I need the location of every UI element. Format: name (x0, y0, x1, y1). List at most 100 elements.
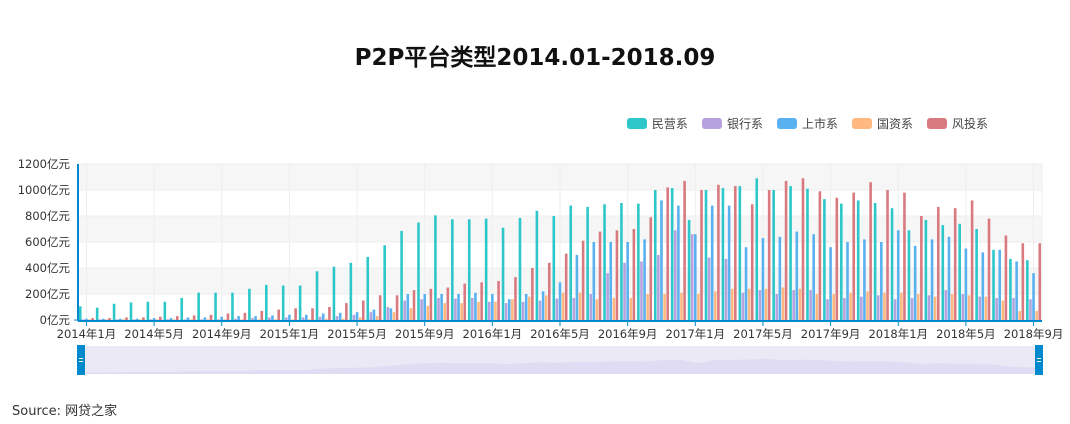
bar[interactable] (1035, 310, 1038, 320)
bar[interactable] (900, 292, 903, 320)
bar[interactable] (386, 307, 390, 320)
bar[interactable] (849, 292, 852, 320)
legend-item-private[interactable]: 民营系 (626, 115, 688, 132)
bar[interactable] (166, 319, 170, 320)
bar[interactable] (254, 316, 257, 320)
bar[interactable] (832, 294, 835, 320)
bar[interactable] (325, 318, 328, 320)
bar[interactable] (409, 308, 413, 320)
bar[interactable] (1032, 273, 1035, 320)
bar[interactable] (169, 318, 173, 320)
bar[interactable] (936, 206, 940, 320)
bar[interactable] (305, 314, 308, 320)
bar[interactable] (913, 245, 917, 320)
bar[interactable] (547, 262, 551, 320)
bar[interactable] (683, 180, 686, 320)
bar[interactable] (829, 247, 832, 320)
bar[interactable] (1012, 297, 1015, 320)
bar[interactable] (142, 317, 145, 320)
bar[interactable] (860, 296, 863, 320)
bar[interactable] (395, 295, 399, 320)
bar[interactable] (375, 316, 379, 320)
bar[interactable] (992, 249, 995, 320)
bar[interactable] (197, 292, 200, 320)
bar[interactable] (105, 319, 108, 320)
bar[interactable] (403, 300, 406, 321)
bar[interactable] (967, 295, 971, 320)
bar[interactable] (680, 292, 683, 320)
bar[interactable] (1026, 260, 1029, 320)
data-zoom-slider[interactable] (77, 345, 1043, 375)
bar[interactable] (206, 319, 210, 320)
bar[interactable] (603, 204, 606, 320)
bar[interactable] (690, 234, 694, 320)
bar[interactable] (890, 208, 894, 320)
bar[interactable] (146, 301, 150, 320)
bar[interactable] (155, 319, 159, 320)
bar[interactable] (108, 318, 111, 320)
bar[interactable] (285, 317, 288, 320)
bar[interactable] (741, 292, 745, 320)
bar[interactable] (189, 319, 193, 320)
bar[interactable] (82, 319, 85, 320)
bar[interactable] (183, 319, 187, 320)
bar[interactable] (724, 258, 728, 320)
bar[interactable] (581, 240, 585, 320)
bar[interactable] (443, 303, 447, 320)
bar[interactable] (880, 242, 883, 320)
bar[interactable] (507, 299, 511, 320)
bar[interactable] (125, 317, 128, 320)
bar[interactable] (663, 294, 666, 320)
bar[interactable] (727, 205, 731, 320)
bar[interactable] (518, 217, 522, 320)
bar[interactable] (778, 236, 782, 320)
bar[interactable] (132, 319, 136, 320)
bar[interactable] (349, 262, 353, 320)
bar[interactable] (944, 290, 948, 320)
bar[interactable] (203, 317, 207, 320)
bar[interactable] (332, 266, 336, 320)
bar[interactable] (288, 314, 291, 320)
bar[interactable] (896, 230, 900, 320)
bar[interactable] (281, 285, 285, 320)
bar[interactable] (626, 242, 629, 320)
bar[interactable] (389, 308, 393, 320)
bar[interactable] (775, 294, 779, 320)
bar[interactable] (730, 288, 734, 320)
bar[interactable] (192, 315, 196, 320)
bar[interactable] (840, 203, 843, 320)
bar[interactable] (958, 223, 961, 320)
bar[interactable] (572, 297, 576, 320)
bar[interactable] (598, 231, 602, 320)
bar[interactable] (744, 247, 748, 320)
bar[interactable] (200, 319, 204, 320)
bar[interactable] (102, 318, 105, 320)
bar[interactable] (629, 297, 633, 320)
bar[interactable] (248, 288, 251, 320)
bar[interactable] (524, 294, 528, 320)
bar[interactable] (558, 282, 562, 320)
bar[interactable] (714, 291, 717, 320)
bar[interactable] (88, 319, 91, 320)
bar[interactable] (987, 218, 991, 320)
bar[interactable] (220, 316, 224, 320)
bar[interactable] (700, 190, 703, 320)
bar[interactable] (609, 242, 613, 320)
bar[interactable] (758, 290, 762, 320)
bar[interactable] (260, 310, 264, 320)
bar[interactable] (893, 299, 897, 320)
bar[interactable] (511, 299, 514, 320)
bar[interactable] (657, 255, 660, 320)
bar[interactable] (677, 205, 680, 320)
bar[interactable] (806, 188, 809, 320)
handle-grip-icon[interactable] (77, 345, 85, 375)
bar[interactable] (812, 234, 815, 320)
bar[interactable] (209, 314, 213, 320)
bar[interactable] (118, 318, 122, 320)
bar[interactable] (186, 317, 190, 320)
bar[interactable] (463, 283, 467, 320)
bar[interactable] (592, 242, 596, 320)
bar[interactable] (809, 290, 812, 320)
bar[interactable] (789, 186, 792, 320)
bar[interactable] (637, 203, 640, 320)
